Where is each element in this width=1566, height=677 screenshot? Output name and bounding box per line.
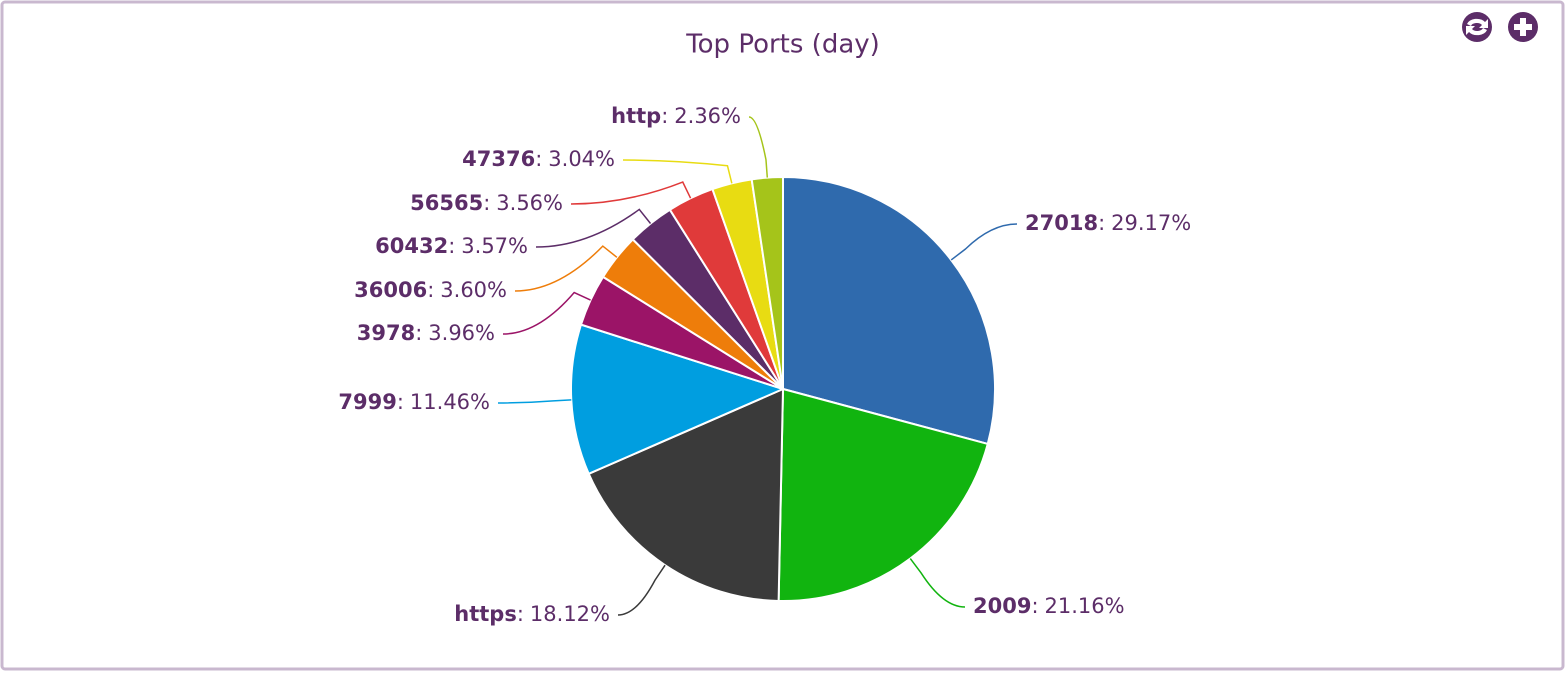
chart-title: Top Ports (day) xyxy=(685,30,880,60)
connector xyxy=(950,223,1018,261)
pie-slice xyxy=(777,387,989,602)
label-name: 2009 xyxy=(973,594,1031,618)
label-separator: : xyxy=(535,147,542,171)
label-name: http xyxy=(611,104,661,128)
label-name: 27018 xyxy=(1025,211,1098,235)
label-name: 47376 xyxy=(462,147,535,171)
label-separator: : xyxy=(1031,594,1038,618)
label-value: 3.57% xyxy=(461,234,528,258)
connector xyxy=(514,245,618,292)
label-value: 3.56% xyxy=(496,191,563,215)
connector xyxy=(748,116,769,178)
label-value: 2.36% xyxy=(674,104,741,128)
data-label: https: 18.12% xyxy=(454,602,610,626)
label-value: 21.16% xyxy=(1045,594,1125,618)
refresh-icon[interactable] xyxy=(1462,12,1492,42)
add-icon[interactable] xyxy=(1508,12,1538,42)
label-name: 56565 xyxy=(410,191,483,215)
data-label: 36006: 3.60% xyxy=(354,278,507,302)
data-label: http: 2.36% xyxy=(611,104,741,128)
label-value: 29.17% xyxy=(1111,211,1191,235)
label-separator: : xyxy=(427,278,434,302)
pie-slice xyxy=(587,387,785,602)
connector xyxy=(497,399,572,404)
connector xyxy=(570,181,692,205)
label-value: 3.60% xyxy=(440,278,507,302)
label-name: 36006 xyxy=(354,278,427,302)
label-value: 3.04% xyxy=(548,147,615,171)
label-separator: : xyxy=(415,321,422,345)
label-name: 7999 xyxy=(338,390,396,414)
label-separator: : xyxy=(483,191,490,215)
label-separator: : xyxy=(448,234,455,258)
connector xyxy=(909,558,966,608)
data-label: 56565: 3.56% xyxy=(410,191,563,215)
connector xyxy=(502,291,591,335)
pie: 27018: 29.17%2009: 21.16%https: 18.12%7999:… xyxy=(338,104,1191,626)
pie-slice xyxy=(570,323,786,476)
connector xyxy=(535,208,652,248)
connector xyxy=(617,564,666,616)
data-label: 2009: 21.16% xyxy=(973,594,1125,618)
data-label: 47376: 3.04% xyxy=(462,147,615,171)
connector xyxy=(622,159,733,184)
pie-slice xyxy=(782,175,996,446)
label-name: 60432 xyxy=(375,234,448,258)
data-label: 7999: 11.46% xyxy=(338,390,490,414)
data-label: 27018: 29.17% xyxy=(1025,211,1191,235)
label-separator: : xyxy=(1098,211,1105,235)
label-separator: : xyxy=(661,104,668,128)
label-name: 3978 xyxy=(357,321,415,345)
data-label: 3978: 3.96% xyxy=(357,321,495,345)
label-value: 18.12% xyxy=(530,602,610,626)
data-label: 60432: 3.57% xyxy=(375,234,528,258)
label-value: 11.46% xyxy=(410,390,490,414)
label-separator: : xyxy=(517,602,524,626)
label-value: 3.96% xyxy=(428,321,495,345)
label-separator: : xyxy=(397,390,404,414)
label-name: https xyxy=(454,602,517,626)
